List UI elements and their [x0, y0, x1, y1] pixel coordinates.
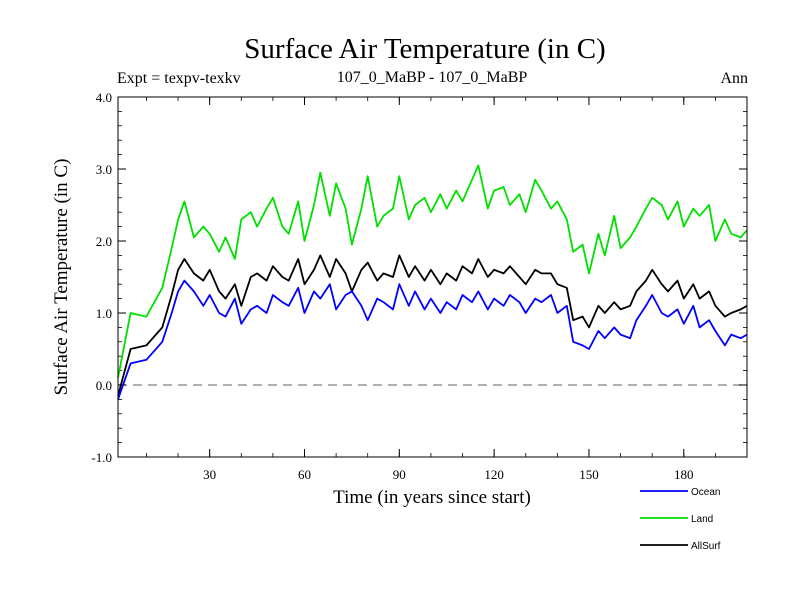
plot-frame [117, 96, 748, 458]
legend-label-land: Land [691, 514, 713, 525]
y-axis-label: Surface Air Temperature (in C) [51, 159, 72, 396]
y-tick-label: 3.0 [96, 162, 112, 177]
x-tick-label: 60 [298, 467, 311, 482]
x-tick-label: 150 [579, 467, 599, 482]
y-tick-label: 0.0 [96, 378, 112, 393]
y-tick-label: 4.0 [96, 90, 112, 105]
y-tick-label: 2.0 [96, 234, 112, 249]
series-line-ocean [117, 279, 748, 400]
chart-subtitle-center: 107_0_MaBP - 107_0_MaBP [337, 69, 528, 86]
legend: Ocean Land AllSurf [640, 487, 721, 552]
y-tick-label: -1.0 [91, 450, 112, 465]
x-tick-label: 90 [393, 467, 406, 482]
chart-subtitle-right: Ann [720, 70, 748, 87]
x-axis-label: Time (in years since start) [333, 487, 531, 508]
x-tick-label: 30 [203, 467, 216, 482]
chart-subtitle-left: Expt = texpv-texkv [117, 70, 241, 87]
x-tick-label: 180 [674, 467, 694, 482]
legend-label-allsurf: AllSurf [691, 541, 721, 552]
legend-label-ocean: Ocean [691, 487, 720, 498]
x-tick-label: 120 [484, 467, 504, 482]
y-tick-label: 1.0 [96, 306, 112, 321]
plot-area: -1.0 0.0 1.0 2.0 3.0 4.0 30 60 90 120 150 180 [91, 90, 748, 482]
chart-title: Surface Air Temperature (in C) [244, 33, 605, 65]
series-line-allsurf [117, 254, 748, 397]
series-line-land [117, 164, 748, 378]
